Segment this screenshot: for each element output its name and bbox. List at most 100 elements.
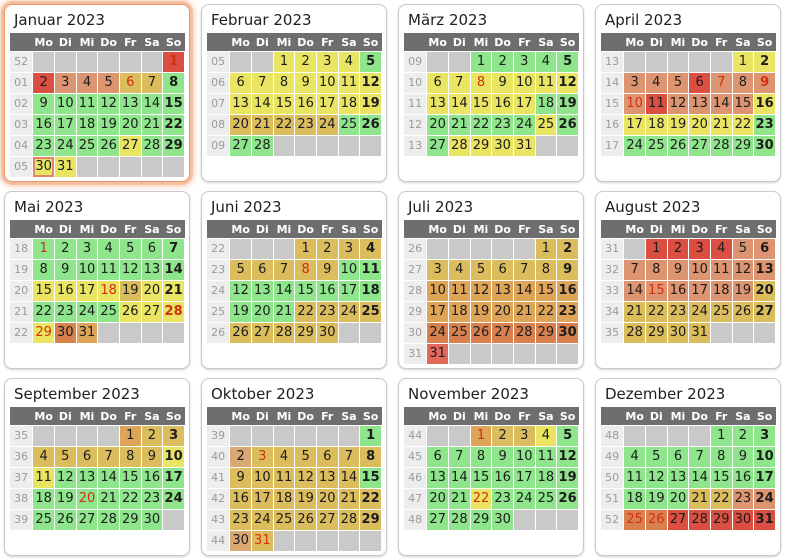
day-cell[interactable]: 29 — [731, 135, 755, 157]
day-cell[interactable]: 14 — [97, 467, 120, 489]
day-cell[interactable]: 20 — [315, 488, 339, 510]
day-cell[interactable]: 7 — [448, 446, 471, 468]
day-cell[interactable]: 13 — [426, 467, 449, 489]
day-cell[interactable]: 31 — [688, 322, 711, 344]
day-cell[interactable]: 2 — [140, 425, 164, 447]
day-cell[interactable]: 11 — [337, 72, 361, 94]
day-cell[interactable]: 13 — [229, 93, 252, 115]
day-cell[interactable]: 11 — [534, 446, 558, 468]
day-cell[interactable]: 13 — [688, 93, 711, 115]
day-cell[interactable]: 18 — [337, 93, 361, 115]
day-cell[interactable]: 19 — [556, 93, 579, 115]
day-cell[interactable]: 19 — [294, 488, 317, 510]
day-cell[interactable]: 17 — [512, 467, 536, 489]
day-cell[interactable]: 14 — [448, 467, 471, 489]
day-cell[interactable]: 5 — [229, 259, 252, 281]
day-cell[interactable]: 8 — [709, 446, 733, 468]
day-cell[interactable]: 31 — [426, 343, 449, 365]
day-cell[interactable]: 14 — [512, 280, 536, 302]
day-cell[interactable]: 23 — [140, 488, 164, 510]
day-cell[interactable]: 4 — [709, 238, 733, 260]
day-cell[interactable]: 18 — [623, 488, 646, 510]
day-cell[interactable]: 18 — [272, 488, 296, 510]
day-cell[interactable]: 24 — [512, 114, 536, 136]
day-cell[interactable]: 3 — [337, 238, 361, 260]
day-cell[interactable]: 17 — [75, 280, 99, 302]
day-cell[interactable]: 27 — [140, 301, 164, 323]
day-cell[interactable]: 9 — [140, 446, 164, 468]
day-cell[interactable]: 30 — [666, 322, 690, 344]
day-cell[interactable]: 1 — [645, 238, 668, 260]
day-cell[interactable]: 2 — [491, 51, 514, 73]
day-cell[interactable]: 4 — [359, 238, 382, 260]
day-cell[interactable]: 26 — [556, 488, 579, 510]
day-cell[interactable]: 21 — [140, 114, 164, 136]
day-cell[interactable]: 21 — [709, 114, 733, 136]
day-cell[interactable]: 16 — [731, 467, 755, 489]
day-cell[interactable]: 15 — [469, 467, 493, 489]
day-cell[interactable]: 8 — [359, 446, 382, 468]
day-cell[interactable]: 25 — [359, 301, 382, 323]
day-cell[interactable]: 2 — [556, 238, 579, 260]
day-cell[interactable]: 25 — [448, 322, 471, 344]
day-cell[interactable]: 11 — [645, 93, 668, 115]
day-cell[interactable]: 2 — [753, 51, 776, 73]
day-cell[interactable]: 3 — [688, 238, 711, 260]
day-cell[interactable]: 10 — [753, 446, 776, 468]
day-cell[interactable]: 6 — [666, 446, 690, 468]
day-cell-today[interactable]: 30 — [32, 156, 55, 178]
day-cell[interactable]: 1 — [469, 51, 493, 73]
day-cell[interactable]: 12 — [229, 280, 252, 302]
day-cell[interactable]: 14 — [162, 259, 185, 281]
day-cell[interactable]: 15 — [709, 467, 733, 489]
day-cell[interactable]: 7 — [448, 72, 471, 94]
day-cell[interactable]: 5 — [666, 72, 690, 94]
day-cell[interactable]: 7 — [272, 259, 296, 281]
day-cell[interactable]: 8 — [32, 259, 55, 281]
day-cell[interactable]: 25 — [32, 509, 55, 531]
day-cell[interactable]: 21 — [688, 488, 711, 510]
day-cell[interactable]: 12 — [645, 467, 668, 489]
day-cell[interactable]: 27 — [753, 301, 776, 323]
day-cell[interactable]: 28 — [448, 509, 471, 531]
day-cell[interactable]: 29 — [359, 509, 382, 531]
day-cell[interactable]: 20 — [118, 114, 142, 136]
day-cell-holiday[interactable]: 1 — [32, 238, 55, 260]
day-cell[interactable]: 5 — [97, 72, 120, 94]
day-cell[interactable]: 4 — [32, 446, 55, 468]
day-cell[interactable]: 24 — [251, 509, 274, 531]
day-cell-holiday[interactable]: 8 — [294, 259, 317, 281]
day-cell[interactable]: 14 — [623, 280, 646, 302]
day-cell[interactable]: 27 — [229, 135, 252, 157]
day-cell[interactable]: 30 — [491, 135, 514, 157]
day-cell[interactable]: 23 — [32, 135, 55, 157]
day-cell[interactable]: 20 — [491, 301, 514, 323]
day-cell[interactable]: 1 — [272, 51, 296, 73]
day-cell-holiday[interactable]: 29 — [32, 322, 55, 344]
day-cell[interactable]: 1 — [709, 425, 733, 447]
day-cell[interactable]: 2 — [54, 238, 77, 260]
day-cell[interactable]: 13 — [666, 467, 690, 489]
day-cell[interactable]: 16 — [556, 280, 579, 302]
day-cell[interactable]: 28 — [97, 509, 120, 531]
day-cell[interactable]: 24 — [337, 301, 361, 323]
day-cell[interactable]: 15 — [32, 280, 55, 302]
day-cell[interactable]: 15 — [162, 93, 185, 115]
day-cell[interactable]: 13 — [753, 259, 776, 281]
day-cell[interactable]: 21 — [97, 488, 120, 510]
day-cell[interactable]: 2 — [315, 238, 339, 260]
day-cell[interactable]: 25 — [645, 135, 668, 157]
day-cell[interactable]: 30 — [491, 509, 514, 531]
day-cell[interactable]: 22 — [32, 301, 55, 323]
day-cell[interactable]: 25 — [75, 135, 99, 157]
day-cell[interactable]: 5 — [645, 446, 668, 468]
day-cell[interactable]: 26 — [229, 322, 252, 344]
day-cell[interactable]: 12 — [97, 93, 120, 115]
day-cell[interactable]: 9 — [556, 259, 579, 281]
day-cell[interactable]: 11 — [272, 467, 296, 489]
day-cell[interactable]: 9 — [229, 467, 252, 489]
day-cell[interactable]: 19 — [229, 301, 252, 323]
day-cell[interactable]: 17 — [512, 93, 536, 115]
day-cell[interactable]: 29 — [469, 509, 493, 531]
day-cell[interactable]: 14 — [272, 280, 296, 302]
